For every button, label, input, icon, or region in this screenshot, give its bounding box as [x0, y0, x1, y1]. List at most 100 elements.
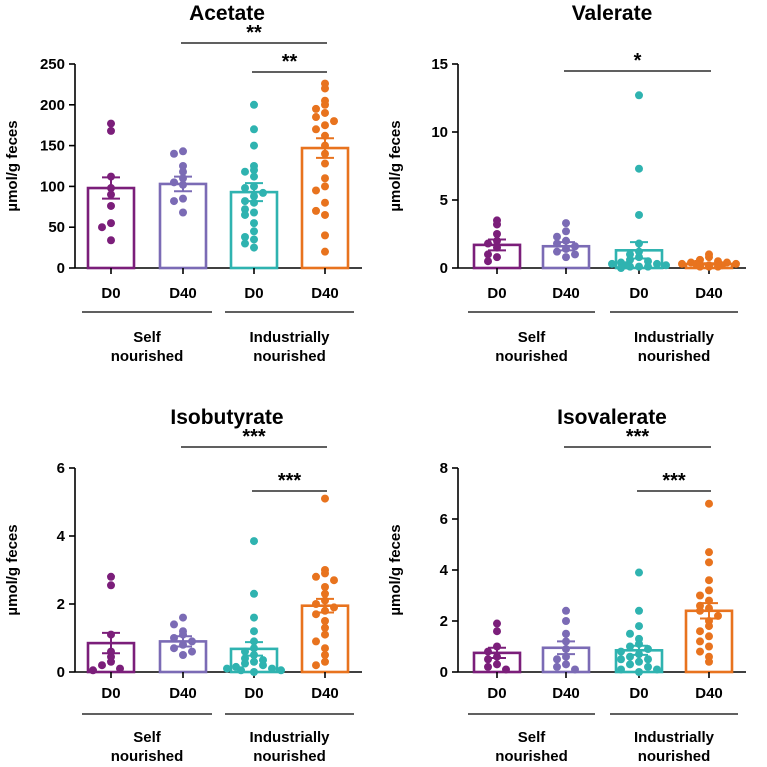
data-point [107, 219, 115, 228]
chart-panel-2: Valerate 0 5 10 15 µmol/g feces D0 D40 D0 D40 Self… [387, 2, 746, 365]
data-point [493, 230, 501, 238]
group-label: Self [133, 329, 162, 346]
y-tick-label: 150 [40, 138, 65, 155]
data-point [321, 108, 329, 117]
y-tick-label: 15 [431, 56, 448, 73]
data-point [705, 622, 713, 631]
data-point [484, 239, 492, 248]
data-point [98, 661, 106, 670]
data-point [250, 227, 258, 236]
data-point [484, 662, 492, 671]
y-tick-label: 6 [57, 460, 65, 477]
data-point [241, 239, 249, 248]
significance-label: *** [242, 426, 266, 448]
data-point [635, 668, 643, 676]
data-point [484, 250, 492, 259]
group-label: nourished [111, 348, 184, 365]
data-point [321, 247, 329, 256]
data-point [553, 239, 561, 248]
y-tick-label: 10 [431, 124, 448, 141]
data-point [617, 665, 625, 674]
data-point [250, 235, 258, 244]
y-tick-label: 0 [57, 664, 65, 681]
data-point [502, 665, 510, 674]
data-point [493, 220, 501, 229]
data-point [626, 629, 634, 638]
data-point [312, 572, 320, 581]
data-point [330, 117, 338, 126]
data-point [626, 652, 634, 661]
y-axis-label: µmol/g feces [387, 524, 404, 615]
data-point [179, 194, 187, 203]
data-point [644, 262, 652, 271]
group-label: nourished [253, 348, 326, 365]
data-point [696, 606, 704, 615]
data-point [312, 600, 320, 608]
y-tick-label: 200 [40, 97, 65, 114]
data-point [553, 247, 561, 256]
data-point [241, 659, 249, 668]
data-point [179, 167, 187, 176]
data-point [250, 141, 258, 150]
y-tick-label: 2 [57, 596, 65, 613]
data-point [250, 589, 258, 598]
data-point [696, 647, 704, 656]
data-point [571, 665, 579, 674]
data-point [484, 655, 492, 664]
data-point [170, 634, 178, 642]
x-category-label: D40 [695, 685, 723, 702]
y-tick-label: 0 [440, 260, 448, 277]
x-category-label: D40 [169, 685, 197, 702]
significance-label: *** [626, 426, 650, 448]
data-point [107, 201, 115, 210]
data-point [250, 613, 258, 622]
data-point [626, 660, 634, 669]
data-point [321, 644, 329, 653]
group-label: Self [518, 729, 547, 746]
chart-panel-3: Isobutyrate 0 2 4 6 µmol/g feces D0 D40 D0 D40 Sel… [4, 406, 362, 765]
group-label: nourished [111, 748, 184, 762]
data-point [188, 647, 196, 656]
y-axis-label: µmol/g feces [387, 120, 404, 211]
data-point [259, 188, 267, 197]
data-point [250, 668, 258, 676]
x-category-label: D0 [101, 685, 120, 702]
data-point [179, 162, 187, 170]
data-point [321, 583, 329, 591]
x-category-label: D40 [169, 285, 197, 302]
data-point [107, 657, 115, 666]
data-point [626, 262, 634, 271]
y-tick-label: 5 [440, 192, 448, 209]
data-point [98, 223, 106, 232]
data-point [250, 219, 258, 228]
data-point [321, 589, 329, 598]
data-point [553, 655, 561, 664]
y-tick-label: 250 [40, 56, 65, 73]
data-point [562, 606, 570, 615]
data-point [170, 620, 178, 629]
data-point [241, 647, 249, 656]
data-point [241, 232, 249, 241]
data-point [250, 208, 258, 217]
y-tick-label: 2 [440, 613, 448, 630]
significance-label: ** [246, 22, 262, 44]
x-category-label: D0 [101, 285, 120, 302]
x-category-label: D0 [244, 285, 263, 302]
y-tick-label: 4 [57, 528, 66, 545]
data-point [617, 655, 625, 664]
data-point [321, 100, 329, 109]
data-point [170, 149, 178, 158]
data-point [493, 619, 501, 628]
data-point [107, 581, 115, 590]
data-point [705, 576, 713, 585]
data-point [312, 610, 320, 619]
data-point [241, 205, 249, 214]
data-point [179, 208, 187, 217]
x-category-label: D40 [552, 285, 580, 302]
x-category-label: D0 [487, 285, 506, 302]
data-point [653, 665, 661, 674]
data-point [705, 558, 713, 567]
data-point [179, 651, 187, 659]
x-category-label: D0 [629, 685, 648, 702]
data-point [268, 664, 276, 673]
